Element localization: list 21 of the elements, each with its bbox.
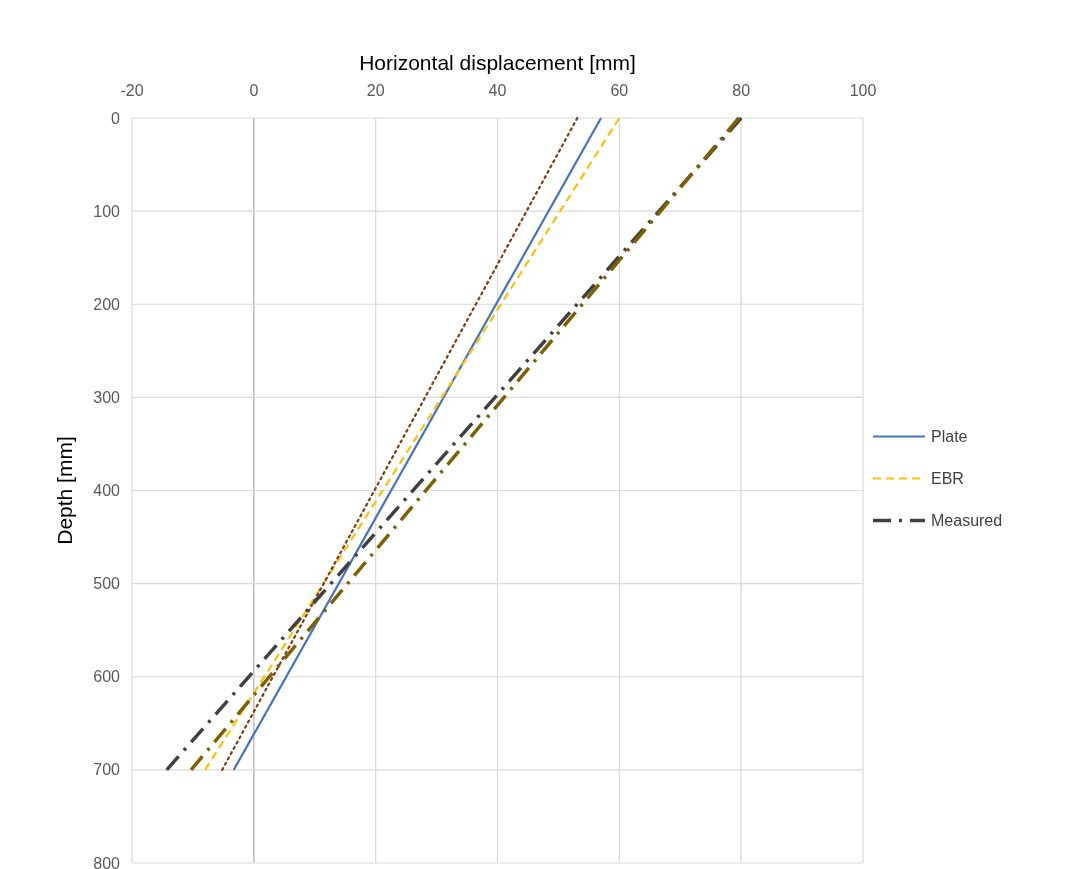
legend-label: Plate <box>931 428 968 446</box>
legend-label: Measured <box>931 512 1003 530</box>
legend-label: EBR <box>931 470 964 488</box>
y-axis-title: Depth [mm] <box>53 436 76 545</box>
y-tick-label: 600 <box>93 668 121 686</box>
x-tick-label: -20 <box>120 82 144 99</box>
y-tick-label: 400 <box>93 482 121 500</box>
x-axis-title: Horizontal displacement [mm] <box>359 51 636 74</box>
y-tick-label: 100 <box>93 202 121 220</box>
x-tick-label: 40 <box>488 82 507 99</box>
x-tick-label: 80 <box>732 82 751 99</box>
y-tick-label: 200 <box>93 295 121 313</box>
x-tick-label: 0 <box>249 82 259 99</box>
y-tick-label: 700 <box>93 761 121 779</box>
x-tick-label: 60 <box>610 82 629 99</box>
x-tick-label: 20 <box>366 82 385 99</box>
y-tick-label: 800 <box>93 854 121 869</box>
y-tick-label: 300 <box>93 388 121 406</box>
y-tick-label: 500 <box>93 575 121 593</box>
x-tick-label: 100 <box>849 82 877 99</box>
y-tick-label: 0 <box>111 109 121 127</box>
